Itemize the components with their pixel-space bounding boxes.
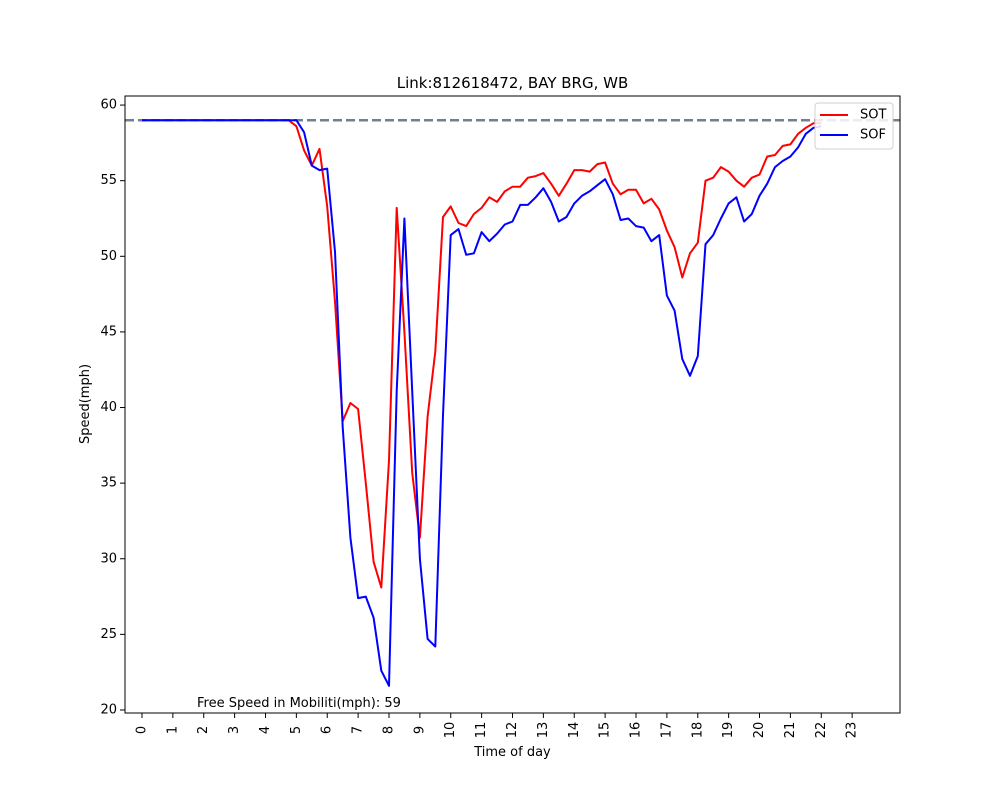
y-tick-label: 25 — [100, 627, 117, 642]
x-tick-label: 11 — [474, 722, 489, 739]
y-tick-label: 35 — [100, 476, 117, 491]
legend: SOT SOF — [814, 102, 894, 150]
legend-label-sof: SOF — [860, 128, 886, 143]
x-tick-label: 22 — [814, 722, 829, 739]
y-tick-label: 55 — [100, 173, 117, 188]
y-tick-label: 60 — [100, 98, 117, 113]
x-tick-label: 3 — [227, 726, 242, 734]
y-tick-label: 20 — [100, 702, 117, 717]
x-tick-label: 5 — [289, 726, 304, 734]
y-axis-label: Speed(mph) — [78, 364, 93, 444]
x-tick-label: 16 — [629, 722, 644, 739]
x-tick-label: 1 — [165, 726, 180, 734]
y-axis: 20 25 30 35 40 45 50 55 60 — [100, 98, 125, 717]
x-tick-label: 20 — [752, 722, 767, 739]
x-axis: 0 1 2 3 4 5 6 7 8 9 10 11 12 13 14 15 16 17 18 19 20 21 22 23 — [134, 713, 860, 739]
y-tick-label: 50 — [100, 249, 117, 264]
x-tick-label: 9 — [412, 726, 427, 734]
x-tick-label: 14 — [567, 722, 582, 739]
x-tick-label: 2 — [196, 726, 211, 734]
y-tick-label: 40 — [100, 400, 117, 415]
series-layer — [142, 119, 822, 687]
series-line-sot — [142, 119, 822, 589]
x-axis-label: Time of day — [473, 745, 551, 760]
x-tick-label: 23 — [845, 722, 860, 739]
x-tick-label: 4 — [258, 726, 273, 734]
x-tick-label: 8 — [381, 726, 396, 734]
chart-title: Link:812618472, BAY BRG, WB — [397, 74, 629, 92]
x-tick-label: 19 — [721, 722, 736, 739]
y-tick-label: 30 — [100, 551, 117, 566]
x-tick-label: 18 — [690, 722, 705, 739]
free-speed-annotation: Free Speed in Mobiliti(mph): 59 — [197, 696, 401, 711]
x-tick-label: 10 — [443, 722, 458, 739]
x-tick-label: 13 — [536, 722, 551, 739]
series-line-sof — [142, 119, 822, 687]
legend-label-sot: SOT — [860, 108, 886, 123]
x-tick-label: 12 — [505, 722, 520, 739]
x-tick-label: 7 — [351, 726, 366, 734]
plot-frame — [124, 95, 901, 714]
x-tick-label: 0 — [134, 726, 149, 734]
y-tick-label: 45 — [100, 324, 117, 339]
x-tick-label: 15 — [598, 722, 613, 739]
x-tick-label: 6 — [320, 726, 335, 734]
x-tick-label: 17 — [659, 722, 674, 739]
x-tick-label: 21 — [783, 722, 798, 739]
